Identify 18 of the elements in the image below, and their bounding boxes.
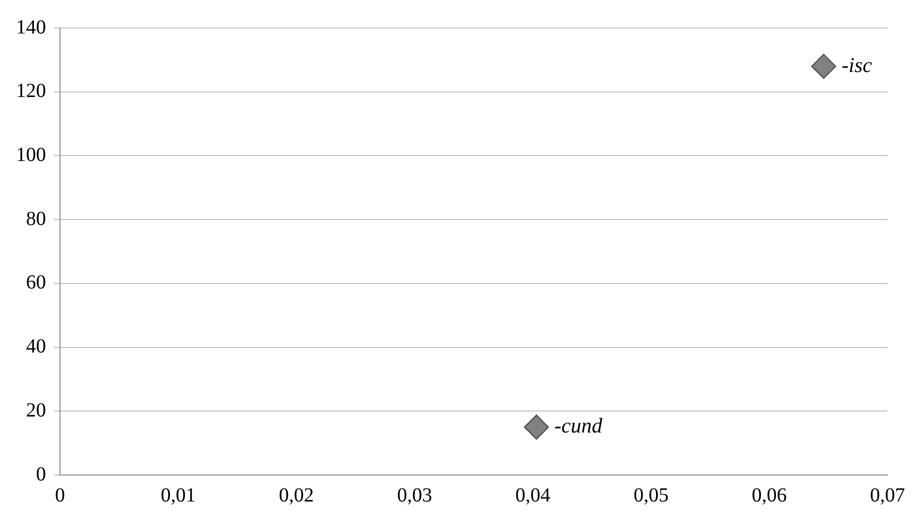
x-tick-label: 0 bbox=[55, 484, 65, 506]
y-tick-label: 0 bbox=[36, 463, 46, 486]
x-tick-label: 0,05 bbox=[634, 484, 669, 506]
y-tick-label: 20 bbox=[26, 399, 46, 422]
y-tick-label: 140 bbox=[16, 16, 46, 38]
y-tick-label: 40 bbox=[26, 336, 46, 358]
y-tick-label: 60 bbox=[26, 272, 46, 294]
y-tick-label: 100 bbox=[16, 144, 46, 166]
x-tick-label: 0,07 bbox=[870, 484, 905, 506]
x-tick-label: 0,06 bbox=[752, 484, 787, 506]
y-tick-label: 80 bbox=[26, 208, 46, 230]
x-tick-label: 0,01 bbox=[160, 484, 196, 506]
annotation: -isc bbox=[842, 52, 873, 77]
x-tick-label: 0,03 bbox=[397, 484, 432, 506]
y-tick-label: 120 bbox=[16, 80, 46, 102]
x-tick-label: 0,04 bbox=[515, 484, 550, 506]
annotation: -cund bbox=[554, 414, 603, 438]
x-tick-label: 0,02 bbox=[278, 484, 314, 506]
